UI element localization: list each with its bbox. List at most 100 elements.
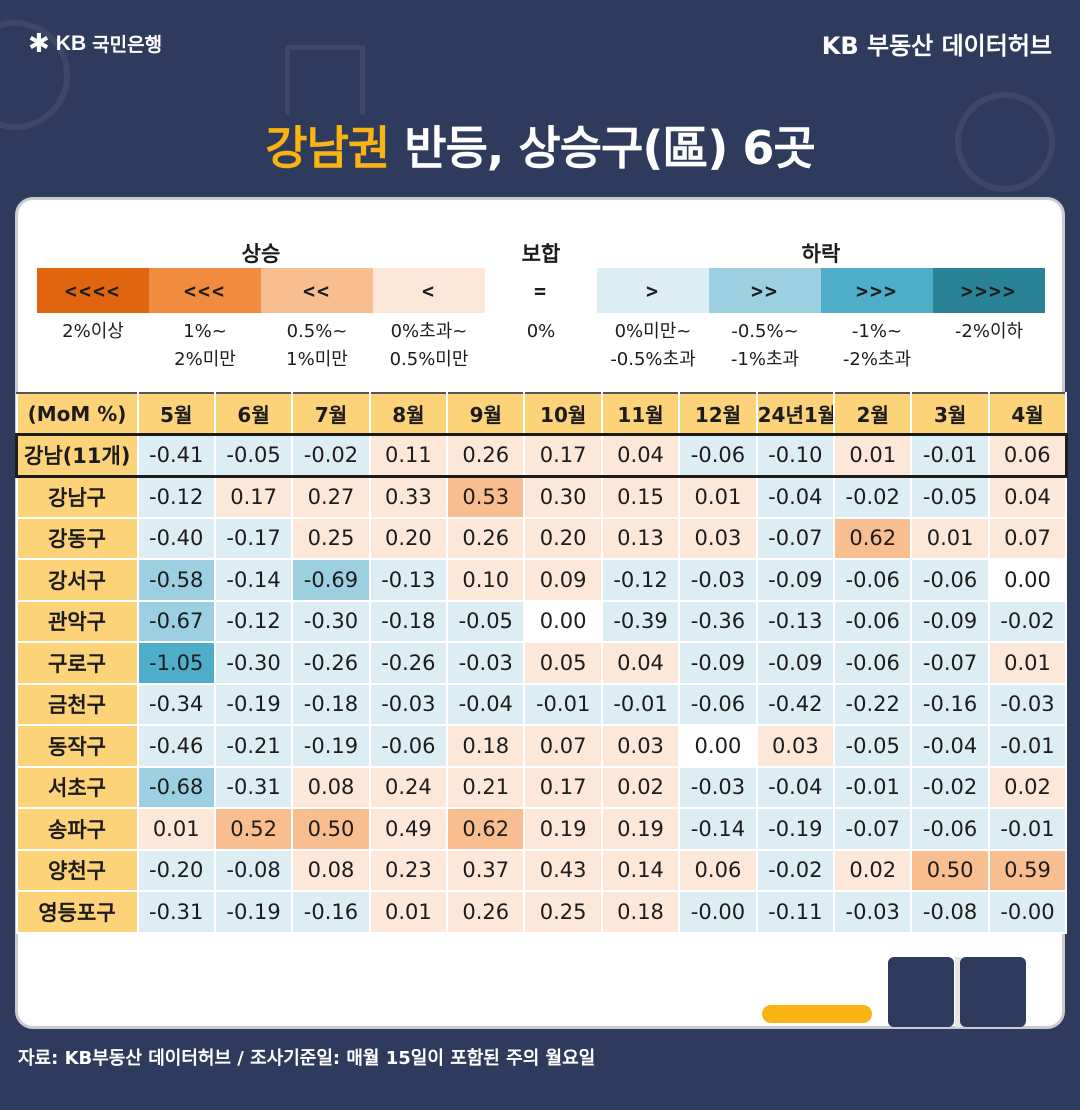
mom-value-cell: 0.49	[368, 807, 449, 851]
month-header: 9월	[446, 392, 526, 436]
mom-value-cell: -0.26	[291, 641, 371, 685]
district-name: 구로구	[15, 641, 139, 685]
mom-value-cell: -0.13	[368, 558, 449, 602]
mom-value-cell: -0.39	[600, 599, 681, 643]
mom-value-cell: 0.04	[987, 475, 1068, 519]
mom-value-cell: -0.01	[987, 724, 1068, 768]
mom-value-cell: -0.07	[910, 641, 990, 685]
legend-range-line: -0.5%~	[731, 321, 799, 342]
mom-value-cell: -0.40	[136, 516, 216, 560]
header-bar: ✱ KB 국민은행 KB 부동산 데이터허브	[0, 0, 1080, 90]
mom-value-cell: 0.14	[600, 848, 681, 892]
mom-value-cell: 0.43	[523, 848, 603, 892]
mom-value-cell: -0.30	[213, 641, 294, 685]
table-row: 양천구 -0.20 -0.08 0.08 0.23 0.37 0.43 0.14 0.06 -0.…	[15, 848, 1068, 892]
mom-value-cell: -0.42	[755, 682, 836, 726]
table-row: 영등포구 -0.31 -0.19 -0.16 0.01 0.26 0.25 0.18 -0.00…	[15, 890, 1068, 934]
legend-group-down: 하락	[801, 242, 841, 266]
mom-change-table: (MoM %) 5월 6월 7월 8월 9월 10월 11월 12월 24년1월 2월 3월 4월 강…	[15, 392, 1068, 934]
district-name: 관악구	[15, 599, 139, 643]
mom-value-cell: 0.10	[446, 558, 526, 602]
mom-value-cell: -0.19	[213, 682, 294, 726]
mom-value-cell: 0.02	[833, 848, 913, 892]
mom-value-cell: 0.01	[368, 890, 449, 934]
mom-value-cell: 0.00	[987, 558, 1068, 602]
mom-value-cell: -0.11	[755, 890, 836, 934]
mom-value-cell: 0.26	[446, 433, 526, 478]
mom-value-cell: 0.21	[446, 765, 526, 809]
legend-range-label: -2%이하	[933, 318, 1045, 346]
mom-value-cell: -0.02	[833, 475, 913, 519]
mom-value-cell: 0.01	[136, 807, 216, 851]
mom-value-cell: 0.19	[600, 807, 681, 851]
month-header: 4월	[987, 392, 1068, 436]
mom-value-cell: 0.26	[446, 516, 526, 560]
month-header: 3월	[910, 392, 990, 436]
mom-value-cell: 0.18	[446, 724, 526, 768]
mom-value-cell: 0.62	[446, 807, 526, 851]
mom-value-cell: -0.10	[755, 433, 836, 478]
mom-value-cell: -0.14	[678, 807, 758, 851]
mom-value-cell: -0.01	[987, 807, 1068, 851]
mom-value-cell: 0.09	[523, 558, 603, 602]
table-row: 구로구 -1.05 -0.30 -0.26 -0.26 -0.03 0.05 0.04 -0.0…	[15, 641, 1068, 685]
legend-range-line: 2%이상	[62, 321, 124, 342]
mom-value-cell: -0.16	[910, 682, 990, 726]
table-row: 강동구 -0.40 -0.17 0.25 0.20 0.26 0.20 0.13 0.03 -0.…	[15, 516, 1068, 560]
mom-value-cell: -0.68	[136, 765, 216, 809]
mom-value-cell: -0.22	[833, 682, 913, 726]
mom-value-cell: 0.26	[446, 890, 526, 934]
summary-row: 강남(11개) -0.41 -0.05 -0.02 0.11 0.26 0.17 0.04 -0…	[15, 433, 1068, 478]
mom-value-cell: -0.06	[833, 599, 913, 643]
mom-value-cell: 0.17	[523, 433, 603, 478]
next-slide-button[interactable]	[960, 957, 1026, 1027]
mom-value-cell: -0.12	[600, 558, 681, 602]
mom-value-cell: 0.17	[213, 475, 294, 519]
prev-slide-button[interactable]	[888, 957, 954, 1027]
district-name: 동작구	[15, 724, 139, 768]
slide-progress-bar	[762, 1005, 872, 1023]
mom-value-cell: -0.05	[833, 724, 913, 768]
mom-value-cell: -0.06	[678, 433, 758, 478]
mom-value-cell: -0.36	[678, 599, 758, 643]
mom-value-cell: -0.05	[910, 475, 990, 519]
title-rest: 반등, 상승구(區) 6곳	[389, 121, 815, 175]
logo-bank-name: 국민은행	[92, 34, 163, 56]
district-name: 서초구	[15, 765, 139, 809]
mom-value-cell: -0.06	[833, 641, 913, 685]
mom-value-cell: -0.01	[833, 765, 913, 809]
district-name: 양천구	[15, 848, 139, 892]
table-row: 동작구 -0.46 -0.21 -0.19 -0.06 0.18 0.07 0.03 0.00 0…	[15, 724, 1068, 768]
mom-value-cell: -0.09	[910, 599, 990, 643]
mom-value-cell: 0.18	[600, 890, 681, 934]
mom-value-cell: 0.53	[446, 475, 526, 519]
mom-value-cell: 0.20	[368, 516, 449, 560]
legend-range-label: -1%~ -2%초과	[821, 318, 933, 374]
mom-value-cell: -0.26	[368, 641, 449, 685]
mom-value-cell: -0.31	[213, 765, 294, 809]
mom-value-cell: 0.01	[987, 641, 1068, 685]
source-footnote: 자료: KB부동산 데이터허브 / 조사기준일: 매월 15일이 포함된 주의 …	[18, 1048, 596, 1069]
mom-value-cell: -0.41	[136, 433, 216, 478]
mom-value-cell: -0.34	[136, 682, 216, 726]
mom-value-cell: -0.05	[213, 433, 294, 478]
table-row: 금천구 -0.34 -0.19 -0.18 -0.03 -0.04 -0.01 -0.01 -0…	[15, 682, 1068, 726]
mom-value-cell: -0.12	[136, 475, 216, 519]
mom-value-cell: -0.00	[987, 890, 1068, 934]
table-row: 강남구 -0.12 0.17 0.27 0.33 0.53 0.30 0.15 0.01 -0.0…	[15, 475, 1068, 519]
mom-value-cell: 0.03	[600, 724, 681, 768]
mom-value-cell: 0.15	[600, 475, 681, 519]
mom-value-cell: -0.04	[755, 475, 836, 519]
mom-value-cell: -0.03	[678, 765, 758, 809]
mom-value-cell: -0.02	[987, 599, 1068, 643]
legend-swatch: =	[485, 268, 597, 313]
legend-swatch: <<<<	[37, 268, 149, 313]
kb-bank-logo: ✱ KB 국민은행	[28, 30, 162, 57]
month-header: 10월	[523, 392, 603, 436]
mom-value-cell: -0.03	[678, 558, 758, 602]
mom-value-cell: -0.17	[213, 516, 294, 560]
mom-value-cell: 0.06	[987, 433, 1068, 478]
mom-value-cell: -0.69	[291, 558, 371, 602]
legend-swatch: <<	[261, 268, 373, 313]
mom-value-cell: -0.06	[910, 558, 990, 602]
